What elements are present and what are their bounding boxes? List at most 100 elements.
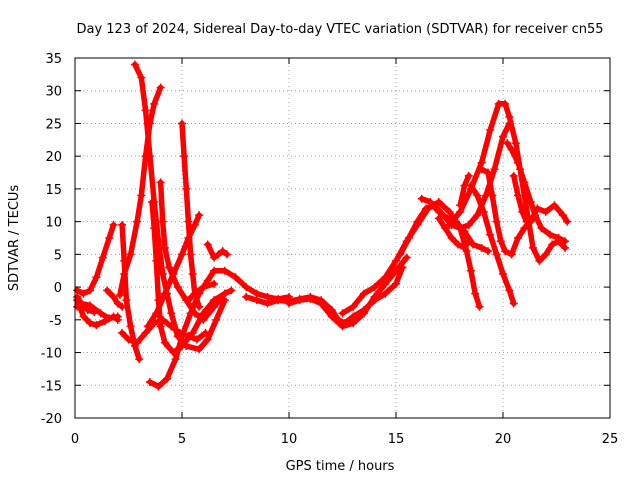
data-point xyxy=(507,250,516,259)
data-point xyxy=(471,289,480,298)
data-point xyxy=(505,112,514,121)
data-point xyxy=(98,253,107,262)
y-tick-label: 30 xyxy=(45,85,62,100)
data-point xyxy=(550,201,559,210)
series-track-16 xyxy=(338,198,484,318)
series-line xyxy=(504,140,568,245)
data-point xyxy=(137,73,146,82)
data-point xyxy=(381,289,390,298)
data-point xyxy=(509,299,518,308)
series-track-25 xyxy=(509,171,531,226)
data-point xyxy=(184,217,193,226)
data-point xyxy=(252,296,261,305)
y-tick-label: -15 xyxy=(41,379,62,394)
series-track-1 xyxy=(73,220,118,298)
data-point xyxy=(178,119,186,128)
data-point xyxy=(501,99,510,108)
data-point xyxy=(73,292,82,301)
series-line xyxy=(339,199,483,317)
data-point xyxy=(145,152,154,161)
data-point xyxy=(180,152,189,161)
y-tick-label: 0 xyxy=(54,281,62,296)
data-point xyxy=(77,299,86,308)
data-point xyxy=(443,214,452,223)
data-point xyxy=(154,382,163,391)
y-tick-label: -10 xyxy=(41,347,62,362)
data-point xyxy=(447,234,456,242)
data-point xyxy=(554,234,563,242)
data-point xyxy=(484,247,493,256)
data-point xyxy=(306,294,315,303)
data-point xyxy=(218,247,227,256)
data-point xyxy=(79,312,88,321)
data-point xyxy=(475,302,484,311)
y-tick-labels: -20 -15 -10 -5 0 5 10 15 20 25 30 35 xyxy=(41,52,62,427)
data-point xyxy=(548,240,557,249)
data-point xyxy=(222,250,231,259)
data-point xyxy=(511,139,520,148)
data-point xyxy=(501,247,510,256)
data-point xyxy=(130,60,139,69)
series-line xyxy=(74,294,98,315)
data-point xyxy=(469,240,478,249)
data-point xyxy=(148,198,157,206)
data-point xyxy=(115,290,124,299)
y-axis-label: SDTVAR / TECUs xyxy=(7,185,22,292)
data-point xyxy=(92,273,101,282)
data-point xyxy=(96,309,105,318)
data-point xyxy=(188,328,197,337)
data-point xyxy=(79,289,88,298)
data-point xyxy=(507,145,516,154)
data-point xyxy=(85,319,94,328)
data-point xyxy=(492,250,501,259)
data-point xyxy=(199,315,208,324)
data-point xyxy=(520,178,529,187)
series-line xyxy=(185,281,217,303)
data-point xyxy=(152,256,161,265)
data-point xyxy=(396,250,405,259)
data-point xyxy=(145,378,154,386)
data-point xyxy=(392,256,400,265)
data-point xyxy=(167,322,176,331)
data-point xyxy=(173,283,182,292)
data-point xyxy=(509,171,518,180)
data-point xyxy=(210,279,219,288)
y-tick-label: 35 xyxy=(45,52,62,67)
data-point xyxy=(490,165,499,174)
data-point xyxy=(118,302,127,311)
data-point xyxy=(118,328,127,337)
data-point xyxy=(160,338,169,347)
data-point xyxy=(434,214,443,223)
data-point xyxy=(126,322,135,331)
data-point xyxy=(190,309,199,318)
data-point xyxy=(464,220,473,229)
data-point xyxy=(563,217,572,226)
data-point xyxy=(158,217,167,226)
data-point xyxy=(184,296,193,305)
data-point xyxy=(513,158,522,167)
axis-ticks xyxy=(74,57,611,419)
data-point xyxy=(359,309,368,318)
data-point xyxy=(404,234,413,242)
data-point xyxy=(434,198,443,206)
y-tick-label: -20 xyxy=(41,412,62,427)
data-point xyxy=(214,250,223,259)
data-point xyxy=(109,292,118,301)
data-point xyxy=(441,224,450,233)
y-tick-label: 15 xyxy=(45,183,62,198)
data-point xyxy=(171,355,180,364)
data-point xyxy=(513,191,522,200)
data-point xyxy=(541,250,550,259)
y-tick-label: 10 xyxy=(45,216,62,231)
data-point xyxy=(103,286,112,295)
data-point xyxy=(445,207,454,216)
data-point xyxy=(466,266,475,275)
data-point xyxy=(118,220,127,229)
data-point xyxy=(499,270,507,278)
data-point xyxy=(137,191,146,200)
data-point xyxy=(158,270,167,278)
data-point xyxy=(169,270,178,278)
data-point xyxy=(163,374,172,383)
data-point xyxy=(169,348,178,357)
data-point xyxy=(73,302,82,311)
